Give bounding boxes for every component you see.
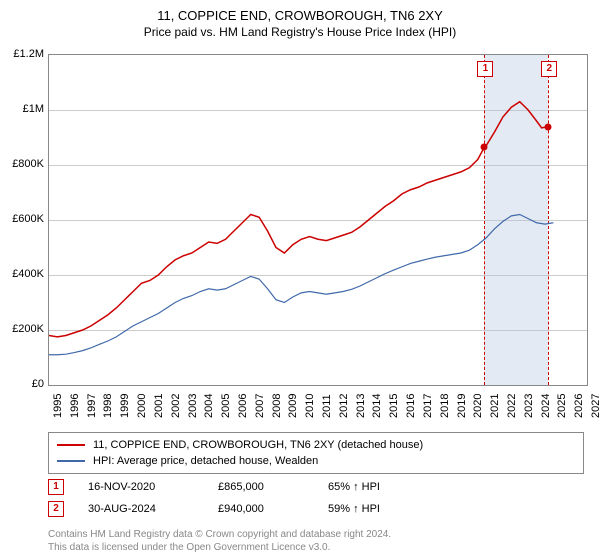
x-tick-label: 1995 [52,394,64,418]
y-tick-label: £800K [2,158,44,170]
legend-item: 11, COPPICE END, CROWBOROUGH, TN6 2XY (d… [57,437,575,453]
transaction-row: 2 30-AUG-2024£940,00059% ↑ HPI [48,498,438,520]
x-tick-label: 2009 [287,394,299,418]
event-marker: 1 [477,61,493,77]
x-tick-label: 2022 [506,394,518,418]
y-tick-label: £1.2M [2,48,44,60]
legend-label: 11, COPPICE END, CROWBOROUGH, TN6 2XY (d… [93,439,423,451]
y-tick-label: £400K [2,268,44,280]
x-tick-label: 2007 [254,394,266,418]
x-tick-label: 2003 [187,394,199,418]
x-tick-label: 2024 [540,394,552,418]
x-tick-label: 2005 [220,394,232,418]
x-tick-label: 2020 [472,394,484,418]
x-tick-label: 2021 [489,394,501,418]
transaction-marker: 1 [48,479,64,495]
x-tick-label: 1996 [69,394,81,418]
y-tick-label: £200K [2,323,44,335]
x-tick-label: 2008 [271,394,283,418]
transaction-price: £865,000 [218,481,328,493]
x-tick-label: 2026 [573,394,585,418]
x-tick-label: 2013 [355,394,367,418]
y-tick-label: £1M [2,103,44,115]
transaction-marker: 2 [48,501,64,517]
y-tick-label: £600K [2,213,44,225]
x-tick-label: 2019 [456,394,468,418]
series-price_paid [49,102,548,337]
x-tick-label: 2002 [170,394,182,418]
chart-title: 11, COPPICE END, CROWBOROUGH, TN6 2XY [0,0,600,23]
x-tick-label: 2018 [439,394,451,418]
legend-swatch [57,460,85,462]
x-tick-label: 1999 [119,394,131,418]
chart-container: 11, COPPICE END, CROWBOROUGH, TN6 2XY Pr… [0,0,600,560]
legend-swatch [57,444,85,446]
x-tick-label: 2000 [136,394,148,418]
transaction-date: 30-AUG-2024 [88,503,218,515]
footer-attribution: Contains HM Land Registry data © Crown c… [48,528,391,554]
x-tick-label: 2027 [590,394,600,418]
x-tick-label: 2006 [237,394,249,418]
x-tick-label: 2015 [388,394,400,418]
transaction-pct: 65% ↑ HPI [328,481,438,493]
x-tick-label: 2023 [523,394,535,418]
legend-item: HPI: Average price, detached house, Weal… [57,453,575,469]
series-lines [49,55,587,385]
plot-area: 12 [48,54,588,386]
x-tick-label: 2025 [556,394,568,418]
x-tick-label: 2017 [422,394,434,418]
chart-subtitle: Price paid vs. HM Land Registry's House … [0,23,600,47]
x-tick-label: 2011 [321,394,333,418]
transactions-table: 1 16-NOV-2020£865,00065% ↑ HPI 2 30-AUG-202… [48,476,438,520]
transaction-date: 16-NOV-2020 [88,481,218,493]
footer-line1: Contains HM Land Registry data © Crown c… [48,528,391,541]
x-tick-label: 2010 [304,394,316,418]
x-tick-label: 1997 [86,394,98,418]
x-tick-label: 2014 [371,394,383,418]
data-point [481,144,488,151]
footer-line2: This data is licensed under the Open Gov… [48,541,391,554]
x-tick-label: 2016 [405,394,417,418]
legend: 11, COPPICE END, CROWBOROUGH, TN6 2XY (d… [48,432,584,474]
data-point [545,123,552,130]
transaction-pct: 59% ↑ HPI [328,503,438,515]
x-tick-label: 2012 [338,394,350,418]
event-marker: 2 [541,61,557,77]
transaction-price: £940,000 [218,503,328,515]
series-hpi [49,215,553,355]
x-tick-label: 2004 [203,394,215,418]
x-tick-label: 1998 [102,394,114,418]
y-tick-label: £0 [2,378,44,390]
legend-label: HPI: Average price, detached house, Weal… [93,455,318,467]
transaction-row: 1 16-NOV-2020£865,00065% ↑ HPI [48,476,438,498]
x-tick-label: 2001 [153,394,165,418]
